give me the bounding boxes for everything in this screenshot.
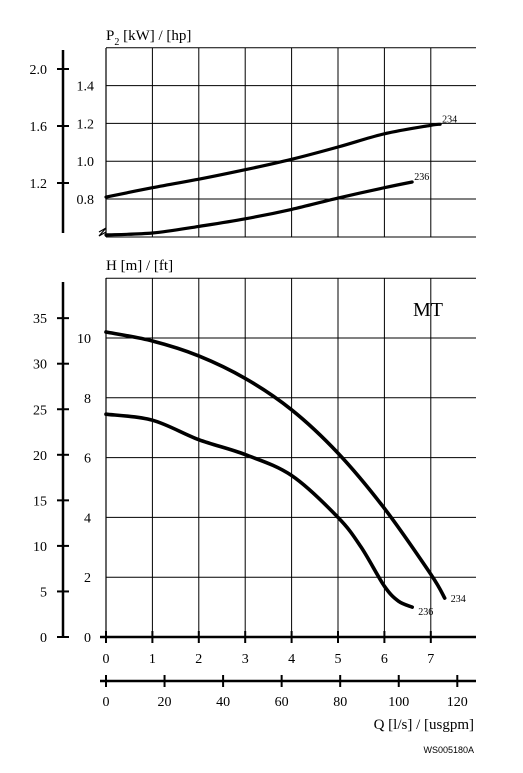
power-kw-tick-label: 0.8: [77, 193, 95, 208]
head-m-tick-label: 8: [84, 392, 91, 407]
power-y-axis-label: P2 [kW] / [hp]: [106, 28, 191, 48]
head-x-tick-label-ls: 4: [288, 652, 295, 667]
head-x-tick-label-usgpm: 100: [388, 695, 409, 710]
head-x-tick-label-ls: 6: [381, 652, 388, 667]
head-x-tick-label-ls: 2: [195, 652, 202, 667]
head-x-tick-label-usgpm: 120: [447, 695, 468, 710]
head-ft-tick-label: 10: [33, 540, 47, 555]
power-kw-tick-label: 1.0: [77, 155, 95, 170]
power-chart-series: [104, 122, 442, 237]
power-kw-tick-label: 1.4: [77, 80, 95, 95]
head-ft-tick-label: 15: [33, 494, 47, 509]
head-curve-234: [104, 330, 447, 600]
head-x-tick-label-usgpm: 60: [275, 695, 289, 710]
head-m-tick-label: 10: [77, 332, 91, 347]
head-x-tick-label-ls: 3: [242, 652, 249, 667]
head-m-tick-label: 0: [84, 631, 91, 646]
power-curve-234: [104, 122, 442, 199]
head-chart-axes: [57, 278, 476, 687]
head-x-tick-label-usgpm: 40: [216, 695, 230, 710]
power-chart-grid: [106, 47, 476, 237]
head-ft-tick-label: 20: [33, 449, 47, 464]
head-curve-236: [104, 412, 414, 609]
head-ft-tick-label: 5: [40, 585, 47, 600]
head-m-tick-label: 4: [84, 511, 91, 526]
head-ft-tick-label: 25: [33, 403, 47, 418]
head-x-tick-label-ls: 5: [335, 652, 342, 667]
figure-code: WS005180A: [423, 745, 474, 755]
head-chart-series: [104, 330, 447, 609]
power-hp-tick-label: 1.2: [30, 177, 48, 192]
head-m-tick-label: 2: [84, 571, 91, 586]
head-chart-grid: [106, 277, 476, 637]
power-hp-tick-label: 2.0: [30, 63, 48, 78]
power-series-label-236: 236: [414, 172, 429, 183]
power-series-label-234: 234: [442, 114, 457, 125]
power-chart-axes: [57, 48, 476, 238]
axis-break-symbol: [98, 227, 107, 237]
power-curve-236: [104, 180, 414, 237]
head-y-axis-label: H [m] / [ft]: [106, 258, 173, 274]
power-kw-tick-label: 1.2: [77, 117, 95, 132]
power-hp-tick-label: 1.6: [30, 120, 48, 135]
head-x-tick-label-ls: 7: [427, 652, 434, 667]
head-x-tick-label-ls: 0: [103, 652, 110, 667]
power-chart-text: 0.8 1.0 1.2 1.4 1.2 1.6 2.0 P2 [kW] / [hp] 234 23…: [30, 28, 458, 208]
head-annotation-mt: MT: [413, 299, 443, 321]
x-axis-label: Q [l/s] / [usgpm]: [374, 717, 474, 733]
head-ft-tick-label: 0: [40, 631, 47, 646]
head-m-tick-label: 6: [84, 452, 91, 467]
head-x-tick-label-ls: 1: [149, 652, 156, 667]
head-x-tick-label-usgpm: 0: [103, 695, 110, 710]
head-x-tick-label-usgpm: 20: [158, 695, 172, 710]
head-series-label-236: 236: [418, 607, 433, 618]
head-ft-tick-label: 35: [33, 312, 47, 327]
head-series-label-234: 234: [451, 594, 466, 605]
head-x-tick-label-usgpm: 80: [333, 695, 347, 710]
head-ft-tick-label: 30: [33, 358, 47, 373]
